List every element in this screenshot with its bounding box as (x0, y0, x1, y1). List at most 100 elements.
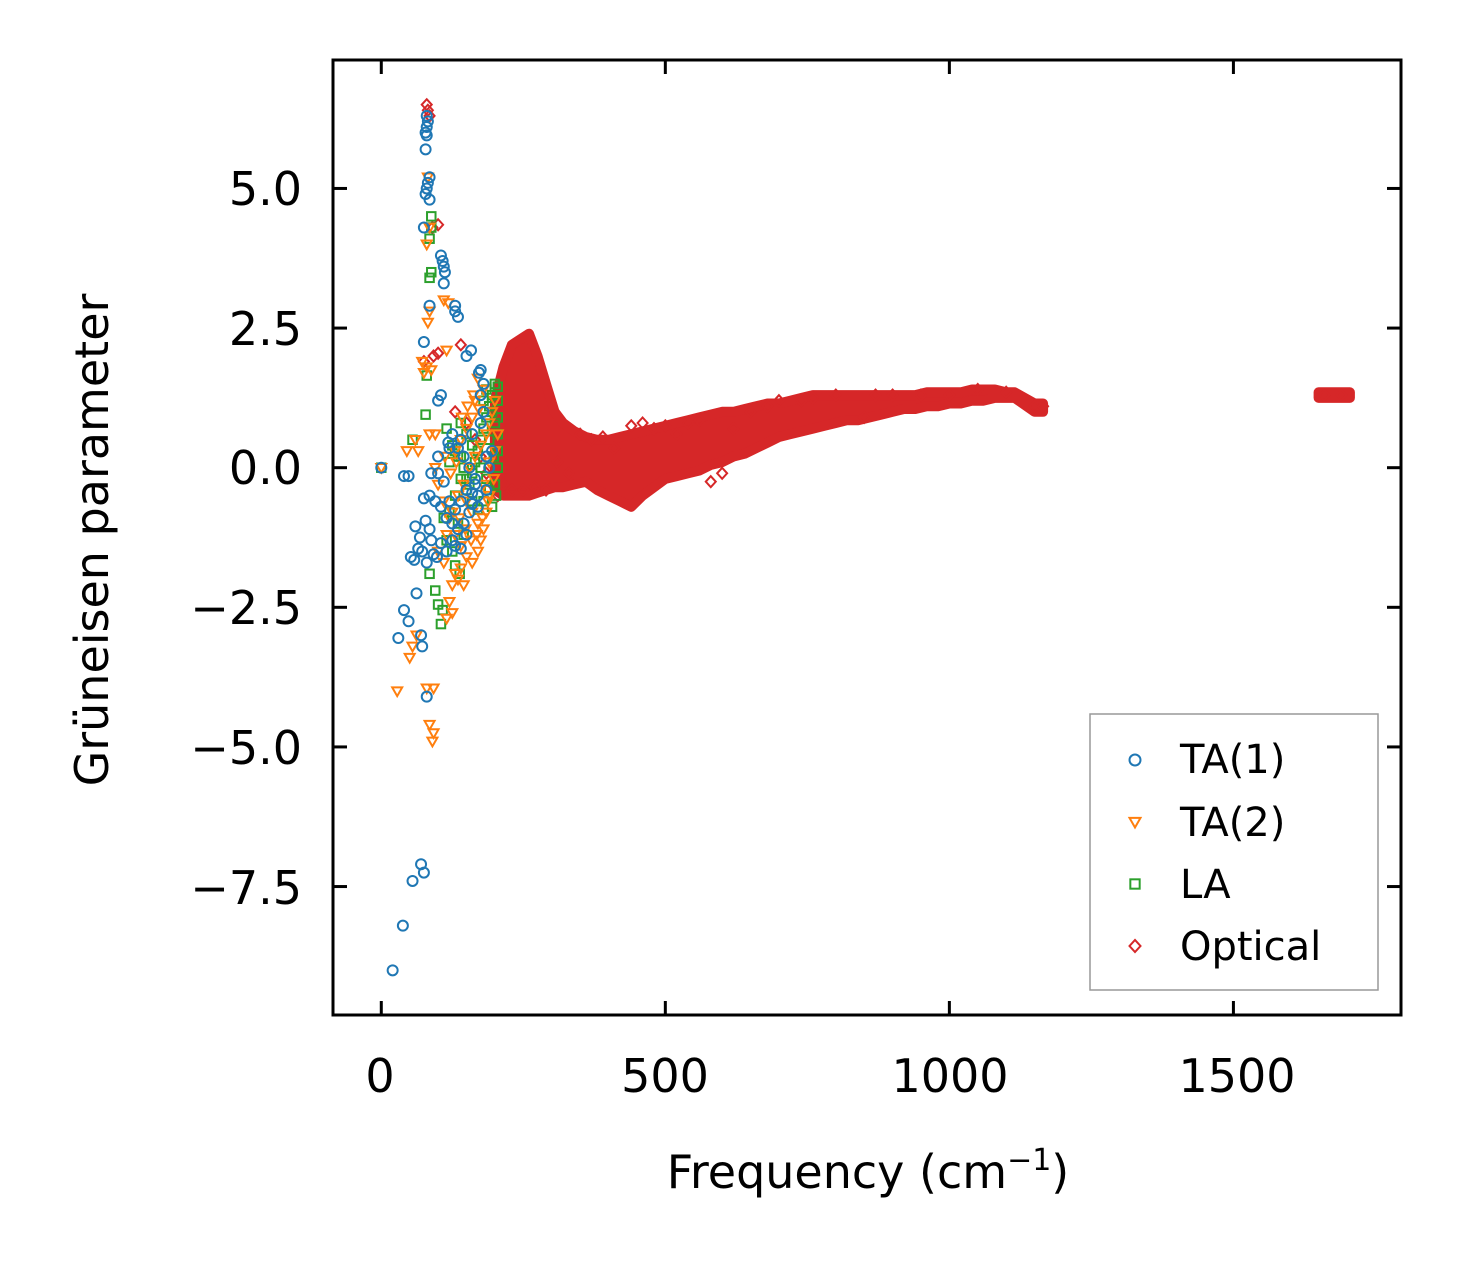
data-point (462, 462, 477, 475)
data-point (539, 483, 553, 498)
y-axis-title: Grüneisen parameter (65, 293, 119, 786)
data-point (421, 115, 434, 128)
data-point (446, 534, 459, 547)
data-point (443, 442, 456, 455)
data-point (449, 457, 463, 470)
data-point (408, 553, 421, 566)
series-ta-2- (374, 172, 505, 749)
data-point (437, 277, 450, 290)
data-point (454, 542, 467, 555)
data-point (415, 356, 429, 369)
data-point (449, 299, 462, 312)
data-point (426, 728, 441, 740)
data-point (451, 310, 464, 323)
data-point (829, 388, 843, 403)
data-point (448, 569, 462, 581)
data-point (459, 496, 474, 509)
data-point (704, 474, 718, 489)
data-point (479, 507, 494, 520)
y-tick-label: 0.0 (229, 441, 302, 495)
data-point (469, 472, 482, 485)
data-point (423, 193, 436, 206)
plot-frame (331, 58, 1403, 1017)
data-point (596, 429, 610, 444)
data-point (396, 919, 409, 932)
legend-label-optical: Optical (1180, 924, 1321, 970)
data-point (448, 404, 462, 419)
data-point (472, 404, 486, 417)
data-point (585, 432, 598, 447)
series-ta-1- (375, 109, 499, 977)
data-point (426, 266, 437, 278)
data-point (445, 580, 460, 592)
data-point (449, 503, 462, 516)
axis-ticks (333, 60, 1401, 1015)
scatter-points-layer (374, 97, 1348, 977)
data-point (772, 393, 786, 408)
data-point (943, 388, 956, 403)
data-point (398, 604, 411, 617)
data-point (505, 483, 519, 498)
data-point (437, 475, 450, 488)
data-point (413, 531, 426, 544)
data-point (423, 108, 436, 123)
data-point (465, 344, 478, 357)
data-point (406, 874, 419, 887)
data-point (471, 500, 484, 513)
data-point (460, 401, 475, 414)
data-point (460, 484, 473, 497)
data-point (432, 450, 445, 463)
data-point (465, 412, 479, 425)
data-point (795, 393, 809, 408)
data-point (857, 410, 871, 425)
data-point (573, 427, 587, 442)
x-tick-label: 500 (621, 1049, 709, 1103)
data-point (427, 548, 440, 561)
data-point (454, 563, 468, 576)
data-point (466, 440, 478, 451)
data-point (417, 492, 430, 505)
data-point (417, 336, 430, 349)
data-point (482, 418, 496, 431)
data-point (424, 272, 435, 284)
data-point (426, 211, 437, 222)
legend-marker (1128, 938, 1142, 954)
data-point (607, 441, 621, 456)
data-point (476, 524, 491, 537)
data-point (562, 466, 576, 481)
data-point (744, 404, 757, 419)
data-point (482, 490, 496, 503)
data-point (438, 266, 451, 279)
data-point (460, 528, 473, 541)
data-point (439, 345, 454, 358)
data-point (430, 585, 441, 596)
y-tick-label: 5.0 (229, 162, 302, 216)
data-point (454, 541, 468, 553)
data-point (670, 427, 684, 442)
data-point (400, 446, 414, 458)
data-point (419, 143, 432, 156)
data-point (869, 388, 882, 403)
x-tick-label: 0 (365, 1049, 394, 1103)
data-point (402, 615, 415, 628)
data-point (516, 483, 530, 498)
y-tick-label: −2.5 (190, 581, 302, 635)
data-point (473, 440, 488, 453)
data-point (420, 362, 434, 375)
data-point (417, 221, 430, 234)
data-point (432, 467, 445, 480)
data-point (404, 551, 417, 564)
data-point (398, 470, 411, 483)
data-point (914, 388, 928, 403)
legend-marker (1129, 878, 1141, 890)
data-point (971, 382, 985, 397)
data-point (466, 486, 479, 499)
data-point (1028, 399, 1041, 414)
data-point (437, 260, 450, 273)
data-point (454, 435, 468, 447)
data-point (420, 121, 433, 134)
data-point (427, 349, 440, 363)
data-point (459, 552, 474, 565)
data-point (430, 551, 443, 564)
